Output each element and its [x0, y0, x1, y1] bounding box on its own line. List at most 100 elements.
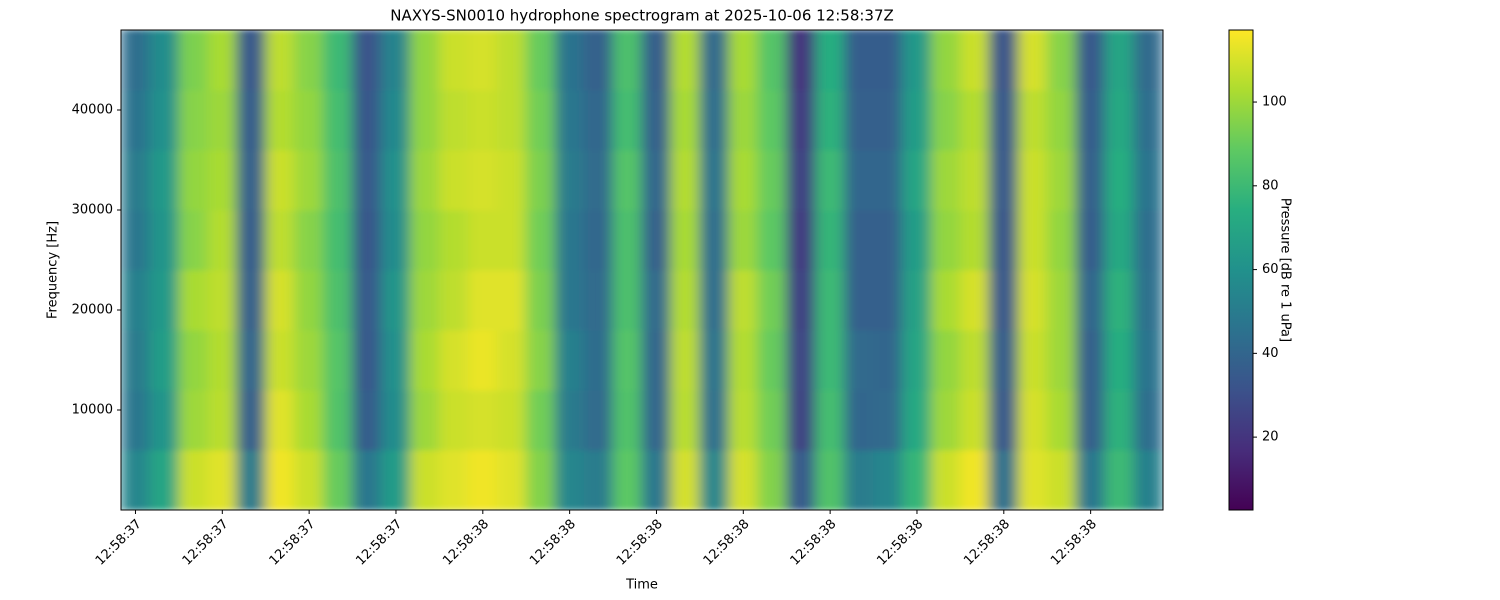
heatmap-cell — [1017, 209, 1048, 271]
heatmap-cell — [352, 269, 382, 331]
heatmap-cell — [525, 149, 556, 211]
x-tick-label: 12:58:38 — [1048, 517, 1100, 569]
heatmap-cell — [815, 89, 846, 151]
heatmap-cell — [670, 89, 701, 151]
heatmap-cell — [757, 89, 788, 151]
heatmap-cell — [1017, 269, 1048, 331]
heatmap-cell — [815, 269, 846, 331]
heatmap-cell — [1075, 329, 1106, 391]
heatmap-cell — [641, 209, 672, 271]
heatmap-cell — [1075, 209, 1106, 271]
heatmap-cell — [959, 449, 990, 510]
heatmap-cell — [757, 329, 788, 391]
heatmap-cell — [352, 329, 382, 391]
heatmap-cell — [902, 389, 932, 451]
x-tick-label: 12:58:37 — [180, 517, 232, 569]
heatmap-cell — [728, 269, 759, 331]
heatmap-cell — [352, 209, 382, 271]
heatmap-cell — [554, 449, 585, 510]
heatmap-cell — [902, 329, 932, 391]
heatmap-cell — [525, 89, 556, 151]
heatmap-cell — [757, 389, 788, 451]
y-tick-label: 30000 — [72, 203, 113, 218]
heatmap-cell — [121, 89, 151, 151]
heatmap-cell — [236, 89, 267, 151]
heatmap-cell — [930, 449, 961, 510]
x-tick-label: 12:58:37 — [353, 517, 405, 569]
heatmap-cell — [525, 269, 556, 331]
heatmap-cell — [381, 329, 411, 391]
heatmap-cell — [294, 329, 325, 391]
heatmap-cell — [1104, 149, 1135, 211]
heatmap-cell — [1017, 329, 1048, 391]
heatmap-cell — [728, 30, 759, 91]
heatmap-cell — [467, 30, 498, 91]
heatmap-cell — [959, 329, 990, 391]
heatmap-cell — [1104, 89, 1135, 151]
heatmap-cell — [930, 30, 961, 91]
heatmap-cell — [959, 89, 990, 151]
heatmap-cell — [612, 329, 643, 391]
heatmap-cell — [1017, 30, 1048, 91]
heatmap-cell — [583, 329, 614, 391]
x-tick-label: 12:58:38 — [527, 517, 579, 569]
heatmap-cell — [902, 89, 932, 151]
heatmap-cell — [670, 30, 701, 91]
heatmap-cell — [583, 89, 614, 151]
heatmap-cell — [670, 269, 701, 331]
heatmap-cell — [1133, 209, 1163, 271]
heatmap-cell — [381, 269, 411, 331]
heatmap-cell — [236, 389, 267, 451]
x-tick-label: 12:58:37 — [267, 517, 319, 569]
heatmap-cell — [149, 449, 180, 510]
heatmap-cell — [438, 329, 469, 391]
heatmap-cell — [496, 329, 527, 391]
heatmap-cell — [121, 449, 151, 510]
heatmap-cell — [121, 269, 151, 331]
heatmap-cell — [583, 209, 614, 271]
heatmap-cell — [1133, 30, 1163, 91]
heatmap-cell — [207, 449, 238, 510]
y-axis-label: Frequency [Hz] — [46, 221, 61, 319]
heatmap-cell — [699, 149, 730, 211]
heatmap-cell — [236, 149, 267, 211]
heatmap-cell — [988, 30, 1019, 91]
heatmap-cell — [554, 30, 585, 91]
heatmap-cell — [930, 89, 961, 151]
heatmap-cell — [207, 30, 238, 91]
heatmap-cell — [149, 30, 180, 91]
heatmap-cell — [1075, 449, 1106, 510]
heatmap-cell — [149, 89, 180, 151]
heatmap-cell — [409, 89, 440, 151]
heatmap-cell — [438, 89, 469, 151]
heatmap-cell — [236, 209, 267, 271]
heatmap-cell — [728, 149, 759, 211]
heatmap-cell — [786, 269, 817, 331]
heatmap-cell — [583, 149, 614, 211]
heatmap-cell — [352, 89, 382, 151]
heatmap-cell — [149, 209, 180, 271]
heatmap-cell — [207, 149, 238, 211]
heatmap-cell — [844, 149, 875, 211]
heatmap-cell — [786, 89, 817, 151]
heatmap-cell — [496, 149, 527, 211]
heatmap-cell — [1017, 389, 1048, 451]
heatmap-cell — [352, 149, 382, 211]
heatmap-cell — [844, 30, 875, 91]
heatmap-cell — [352, 449, 382, 510]
heatmap-cell — [409, 329, 440, 391]
heatmap-cell — [207, 389, 238, 451]
heatmap-cell — [930, 329, 961, 391]
heatmap-cell — [323, 389, 354, 451]
heatmap-cell — [149, 269, 180, 331]
y-tick-label: 10000 — [72, 403, 113, 418]
heatmap-cell — [844, 209, 875, 271]
heatmap-cell — [409, 30, 440, 91]
heatmap-cell — [554, 269, 585, 331]
heatmap-cell — [236, 329, 267, 391]
x-tick-label: 12:58:38 — [874, 517, 926, 569]
heatmap-cell — [815, 449, 846, 510]
heatmap-cell — [294, 89, 325, 151]
heatmap-cell — [728, 449, 759, 510]
heatmap-cell — [844, 389, 875, 451]
